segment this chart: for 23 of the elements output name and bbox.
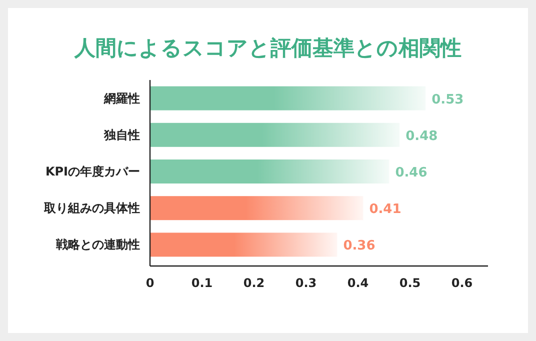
bar xyxy=(150,86,426,110)
y-tick-label: 網羅性 xyxy=(103,91,140,106)
x-tick-label: 0.2 xyxy=(243,276,265,290)
x-tick-label: 0.3 xyxy=(295,276,317,290)
chart-title: 人間によるスコアと評価基準との相関性 xyxy=(74,36,462,60)
bar xyxy=(150,122,400,147)
x-tick-label: 0.4 xyxy=(347,276,369,290)
data-label: 0.48 xyxy=(406,128,438,144)
data-label: 0.36 xyxy=(343,238,376,254)
data-label: 0.41 xyxy=(369,202,402,218)
data-label: 0.46 xyxy=(395,166,428,180)
y-tick-label: KPIの年度カバー xyxy=(45,164,140,178)
data-label: 0.53 xyxy=(432,92,464,108)
x-tick-label: 0 xyxy=(146,276,154,290)
x-tick-label: 0.1 xyxy=(191,276,213,290)
y-tick-label: 独自性 xyxy=(103,128,140,142)
x-tick-label: 0.6 xyxy=(451,276,473,290)
bar xyxy=(150,232,338,257)
y-tick-label: 戦略との連動性 xyxy=(55,238,140,252)
y-tick-label: 取り組みの具体性 xyxy=(43,201,140,216)
x-tick-label: 0.5 xyxy=(399,276,421,290)
bar xyxy=(150,196,364,220)
bar xyxy=(150,160,390,184)
